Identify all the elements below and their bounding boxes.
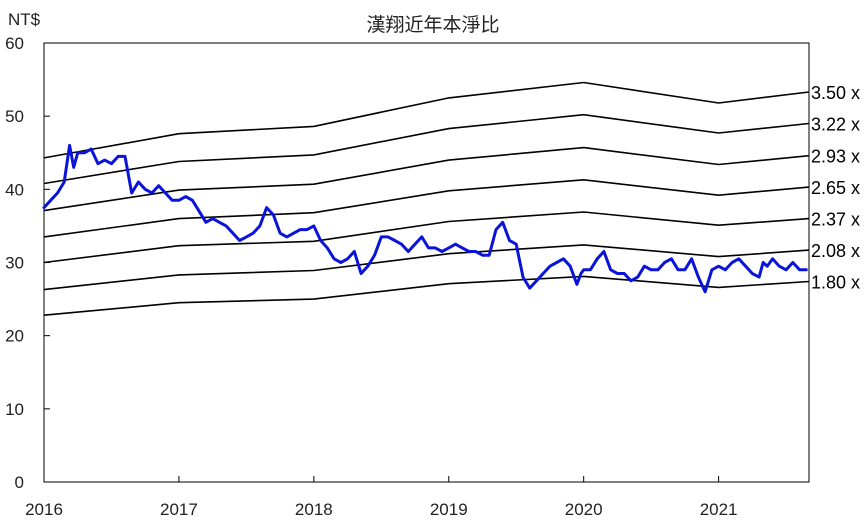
y-tick-label: 40 xyxy=(5,180,24,199)
band-line-265 xyxy=(43,178,810,238)
x-tick-label: 2019 xyxy=(430,500,468,519)
x-tick-label: 2017 xyxy=(160,500,198,519)
chart-title: 漢翔近年本淨比 xyxy=(366,14,499,36)
y-axis: 0 10 20 30 40 50 60 xyxy=(5,34,50,492)
x-axis: 2016 2017 2018 2019 2020 2021 xyxy=(25,476,738,519)
band-label: 2.08 x xyxy=(811,241,860,261)
band-line-237 xyxy=(43,211,810,264)
price-series xyxy=(42,143,808,294)
y-tick-label: 50 xyxy=(5,107,24,126)
price-line xyxy=(42,143,808,294)
band-line-350 xyxy=(43,81,810,159)
y-tick-label: 10 xyxy=(5,400,24,419)
band-line-180 xyxy=(43,275,810,316)
band-label: 2.65 x xyxy=(811,178,860,198)
band-label: 2.37 x xyxy=(811,210,860,230)
pb-band-lines: 3.50 x 3.22 x 2.93 x 2.65 x 2.37 x 2.08 x 1.80… xyxy=(43,81,860,316)
band-line-293 xyxy=(43,146,810,212)
band-label: 2.93 x xyxy=(811,147,860,167)
x-tick-label: 2021 xyxy=(700,500,738,519)
x-tick-label: 2018 xyxy=(295,500,333,519)
plot-area xyxy=(43,42,810,483)
y-tick-label: 60 xyxy=(5,34,24,53)
y-tick-label: 20 xyxy=(5,327,24,346)
x-tick-label: 2016 xyxy=(25,500,63,519)
band-label: 1.80 x xyxy=(811,273,860,293)
y-tick-label: 0 xyxy=(15,473,24,492)
band-line-322 xyxy=(43,113,810,185)
y-tick-label: 30 xyxy=(5,254,24,273)
y-axis-label: NT$ xyxy=(8,10,41,29)
band-label: 3.50 x xyxy=(811,83,860,103)
band-label: 3.22 x xyxy=(811,114,860,134)
band-line-208 xyxy=(43,244,810,291)
x-tick-label: 2020 xyxy=(565,500,603,519)
